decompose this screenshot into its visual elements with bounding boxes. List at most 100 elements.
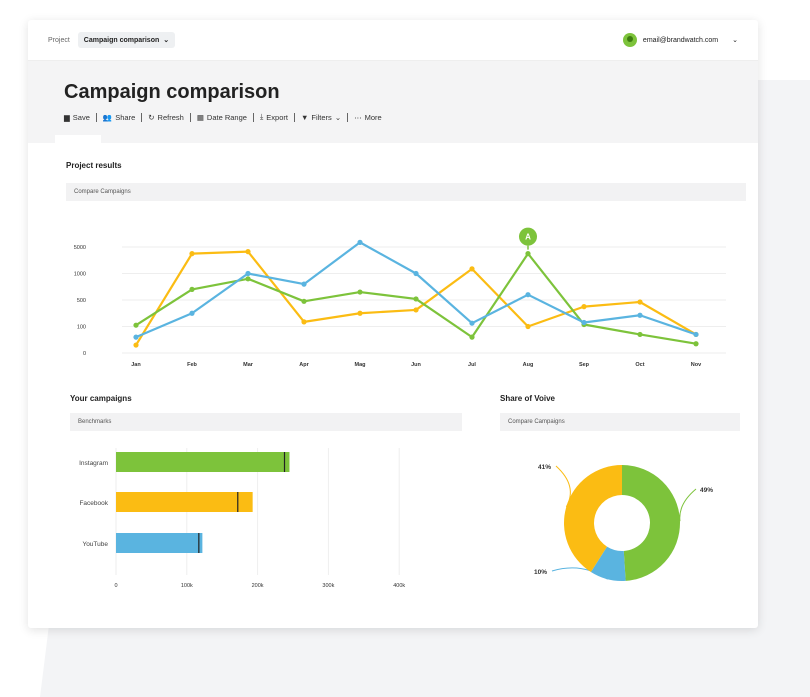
data-point	[357, 289, 363, 295]
toolbar-divider	[252, 112, 254, 122]
users-icon: 👥	[102, 112, 113, 122]
export-button[interactable]: ⤓ Export	[259, 112, 288, 122]
x-tick-label: 100k	[181, 583, 193, 589]
project-name: Campaign comparison	[83, 36, 160, 44]
project-results-title: Project results	[66, 161, 122, 170]
data-point	[469, 334, 475, 340]
data-point	[189, 286, 195, 292]
donut-label: 49%	[700, 487, 713, 494]
donut-slice	[564, 465, 622, 572]
y-tick-label: 500	[77, 298, 86, 304]
toolbar-divider	[141, 112, 143, 122]
y-tick-label: 1000	[74, 272, 86, 278]
data-point	[525, 292, 531, 298]
project-results-subbar: Compare Campaigns	[66, 183, 746, 201]
data-point	[245, 249, 251, 255]
data-point	[189, 310, 195, 316]
avatar	[622, 33, 637, 47]
bar-youtube	[116, 533, 203, 553]
y-tick-label: 100	[77, 325, 86, 331]
x-tick-label: Oct	[635, 362, 644, 368]
share-of-voice-title: Share of Voive	[500, 394, 555, 403]
top-bar: Project Campaign comparison ⌄ email@bran…	[28, 20, 758, 61]
donut-chart: 49% 10% 41%	[534, 464, 713, 581]
chevron-down-icon: ⌄	[163, 37, 170, 44]
refresh-icon: ↻	[148, 112, 155, 122]
x-tick-label: Jul	[468, 362, 476, 368]
data-point	[413, 296, 419, 302]
page-header: Campaign comparison ▆ Save 👥 Share ↻ Refres…	[28, 61, 758, 143]
bar-instagram	[116, 452, 290, 472]
chevron-down-icon: ⌄	[732, 37, 738, 44]
x-tick-label: Sep	[579, 362, 590, 368]
bar-chart: 0100k200k300k400k500kInstagramFacebookYo…	[79, 448, 405, 589]
x-tick-label: Jan	[131, 362, 141, 368]
donut-slice	[590, 546, 626, 581]
data-point	[581, 304, 587, 310]
donut-label: 10%	[534, 569, 547, 576]
data-point	[301, 281, 307, 287]
data-point	[637, 312, 643, 318]
x-tick-label: Aug	[523, 362, 534, 368]
data-point	[413, 307, 419, 313]
filters-button[interactable]: ▼ Filters ⌄	[300, 112, 342, 122]
data-point	[637, 331, 643, 338]
x-tick-label: Nov	[691, 362, 702, 368]
floppy-disk-icon: ▆	[64, 112, 70, 122]
filter-icon: ▼	[300, 112, 309, 122]
data-point	[469, 266, 475, 272]
data-point	[693, 341, 699, 347]
data-point	[357, 310, 363, 316]
data-point	[413, 270, 419, 277]
donut-leader-line	[679, 488, 697, 522]
x-tick-label: 200k	[252, 583, 264, 589]
data-point	[245, 276, 251, 282]
data-point	[301, 319, 307, 325]
more-button[interactable]: ⋯ More	[354, 112, 382, 122]
share-button[interactable]: 👥 Share	[102, 112, 136, 122]
user-menu[interactable]: email@brandwatch.com ⌄	[622, 33, 738, 47]
refresh-button[interactable]: ↻ Refresh	[148, 112, 184, 122]
x-tick-label: Apr	[299, 362, 309, 368]
data-point	[133, 322, 139, 328]
page-title: Campaign comparison	[64, 81, 280, 103]
annotation-marker	[519, 227, 537, 246]
data-point	[133, 334, 139, 340]
series-line-eazy-wings	[135, 241, 697, 339]
x-tick-label: Jun	[411, 362, 421, 368]
date-range-button[interactable]: ▦ Date Range	[196, 112, 247, 122]
project-select[interactable]: Campaign comparison ⌄	[77, 32, 176, 48]
y-tick-label: 0	[83, 351, 86, 357]
data-point	[581, 319, 587, 326]
dashboard-card: Project Campaign comparison ⌄ email@bran…	[28, 20, 758, 628]
data-point	[469, 320, 475, 326]
bar-facebook	[116, 492, 253, 512]
data-point	[301, 298, 307, 304]
active-tab[interactable]	[55, 135, 101, 143]
x-tick-label: 0	[114, 583, 117, 589]
donut-slice	[622, 465, 680, 581]
bar-label: Instagram	[79, 460, 108, 467]
save-button[interactable]: ▆ Save	[64, 112, 90, 122]
y-tick-label: 5000	[74, 245, 86, 251]
x-tick-label: Mag	[355, 362, 366, 368]
donut-leader-line	[555, 465, 571, 508]
x-tick-label: Mar	[243, 362, 254, 368]
chevron-down-icon: ⌄	[334, 112, 342, 122]
toolbar-divider	[347, 112, 349, 122]
data-point	[637, 299, 643, 305]
download-icon: ⤓	[259, 112, 264, 121]
data-point	[189, 251, 195, 257]
x-tick-label: 400k	[393, 583, 405, 589]
toolbar: ▆ Save 👥 Share ↻ Refresh ▦ Date Range ⤓ Expor…	[64, 112, 722, 122]
x-tick-label: 300k	[322, 583, 334, 589]
data-point	[357, 239, 363, 245]
data-point	[693, 331, 699, 338]
toolbar-divider	[293, 112, 295, 122]
bar-label: Facebook	[79, 500, 108, 507]
donut-leader-line	[551, 567, 608, 580]
data-point	[133, 342, 139, 348]
campaigns-subbar: Benchmarks	[70, 413, 462, 431]
toolbar-divider	[189, 112, 191, 122]
